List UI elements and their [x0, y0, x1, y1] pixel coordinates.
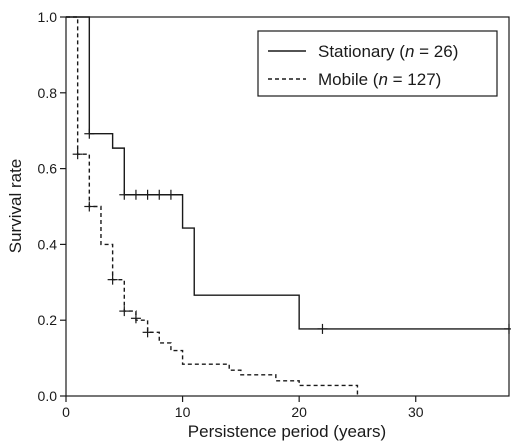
stationary-censor-mark: [165, 189, 176, 200]
y-tick-label: 0.6: [38, 161, 58, 177]
y-tick-label: 1.0: [38, 9, 58, 25]
y-tick-label: 0.4: [38, 236, 58, 252]
y-tick-label: 0.0: [38, 388, 58, 404]
stationary-censor-mark: [154, 189, 165, 200]
axes: 0 10 20 30 0.0 0.2 0.4 0.6 0.8 1.0: [38, 9, 510, 420]
plot-frame: [65, 16, 510, 397]
y-axis-title: Survival rate: [6, 159, 25, 253]
mobile-censor-mark: [119, 306, 130, 317]
y-tick-label: 0.2: [38, 312, 58, 328]
x-tick-label: 30: [408, 404, 424, 420]
mobile-censor-mark: [107, 274, 118, 285]
stationary-censor-mark: [504, 323, 511, 334]
stationary-censor-mark: [119, 189, 130, 200]
mobile-legend-label: Mobile (n = 127): [318, 70, 441, 89]
series-layer: [66, 16, 511, 396]
y-tick-label: 0.8: [38, 85, 58, 101]
legend-box: [257, 30, 498, 97]
mobile-censor-mark: [130, 313, 141, 324]
x-tick-label: 0: [62, 404, 70, 420]
x-axis-title: Persistence period (years): [188, 422, 386, 441]
stationary-legend-label: Stationary (n = 26): [318, 42, 458, 61]
x-tick-label: 10: [175, 404, 191, 420]
legend-label-n: n: [378, 70, 387, 89]
mobile-series-line: [66, 16, 359, 396]
x-tick-label: 20: [291, 404, 307, 420]
legend-label-suffix: = 127): [388, 70, 441, 89]
mobile-censor-mark: [142, 327, 153, 338]
stationary-censor-mark: [84, 128, 95, 139]
legend-label-prefix: Mobile (: [318, 70, 379, 89]
stationary-censor-mark: [130, 189, 141, 200]
mobile-censor-mark: [72, 149, 83, 160]
stationary-censor-mark: [142, 189, 153, 200]
legend: Stationary (n = 26)Mobile (n = 127): [257, 30, 498, 97]
mobile-censor-mark: [84, 201, 95, 212]
legend-label-suffix: = 26): [414, 42, 458, 61]
legend-label-prefix: Stationary (: [318, 42, 405, 61]
legend-label-n: n: [405, 42, 414, 61]
stationary-censor-mark: [317, 323, 328, 334]
